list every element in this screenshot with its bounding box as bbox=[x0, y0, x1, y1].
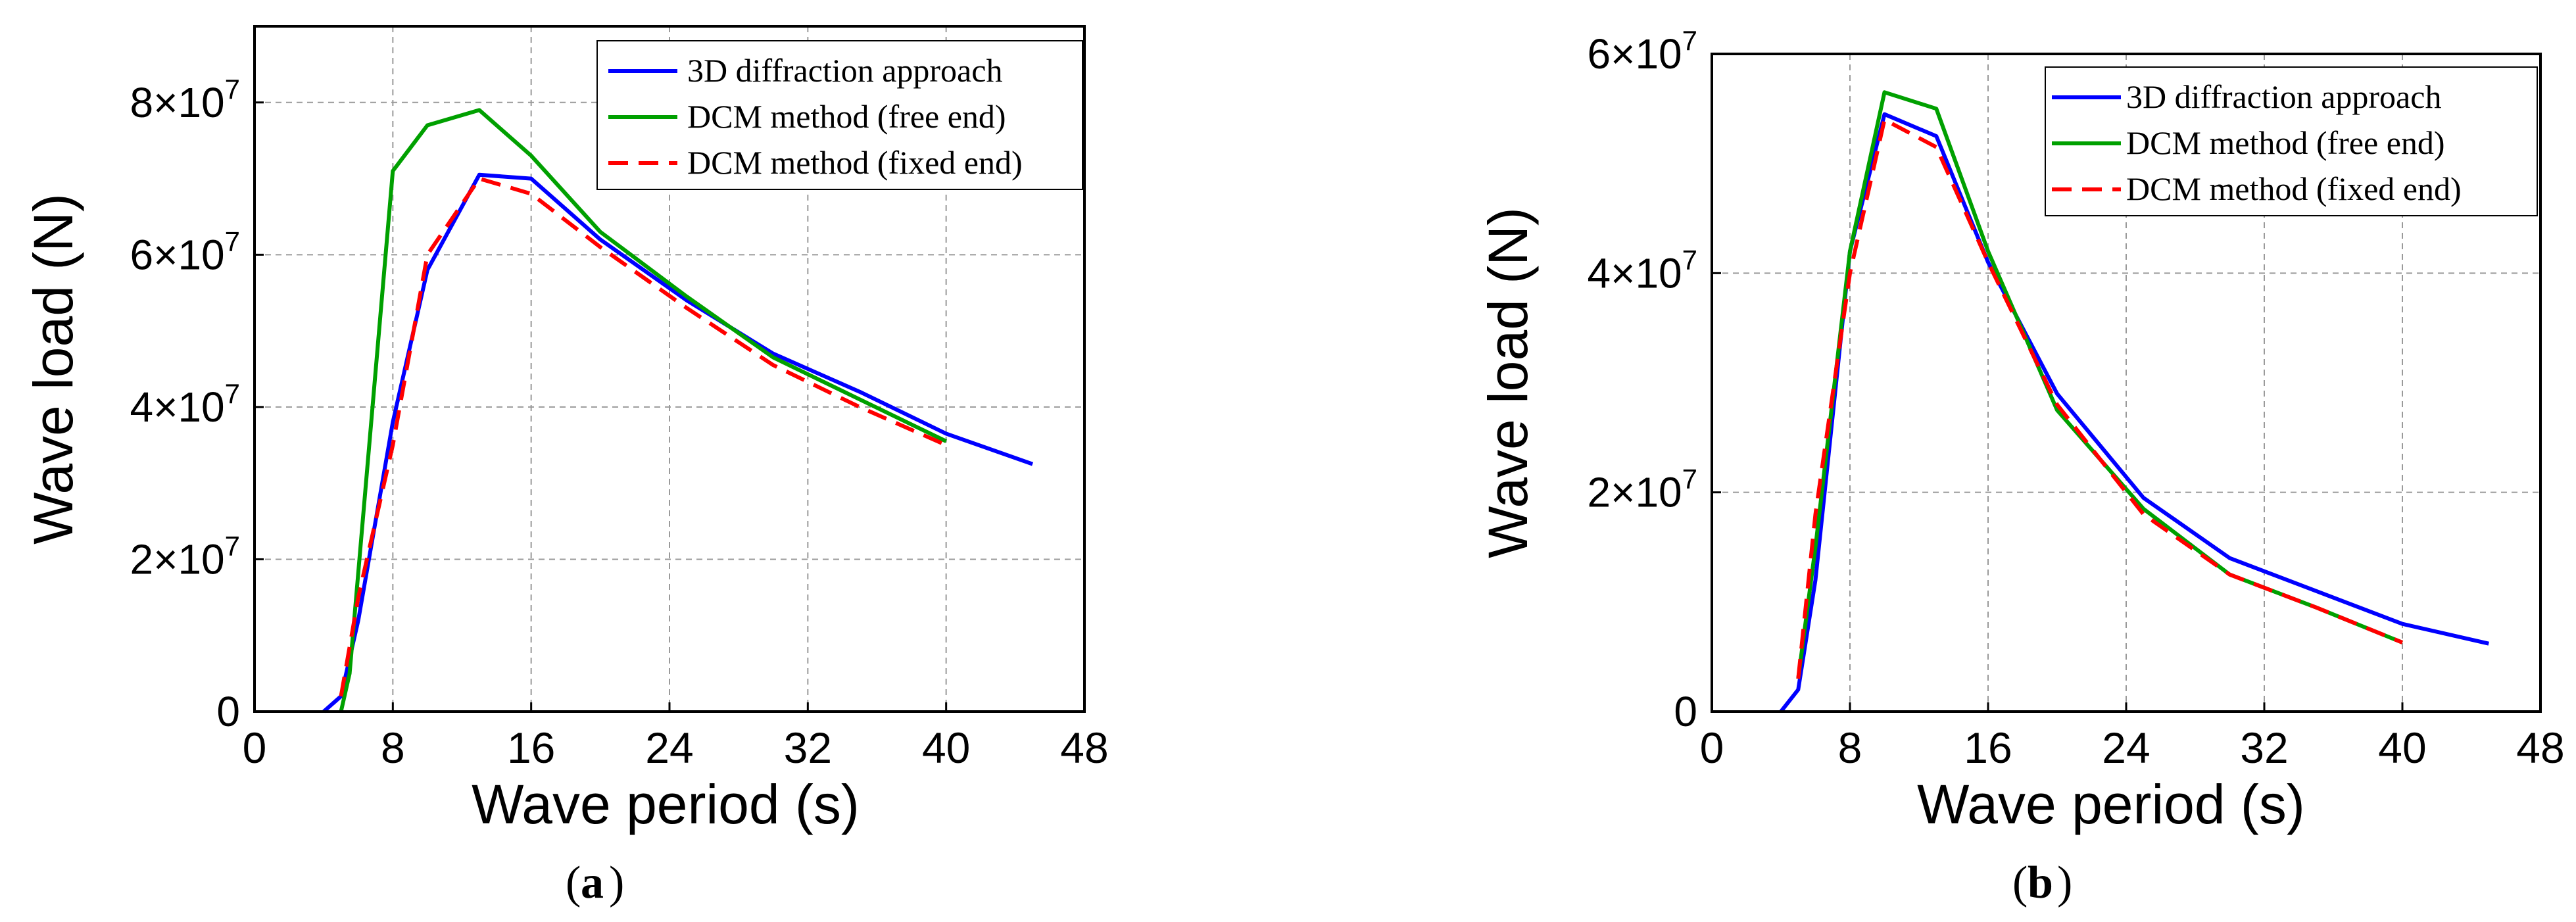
caption-letter: a bbox=[581, 858, 604, 908]
x-tick-label: 8 bbox=[1838, 723, 1862, 772]
caption-letter: b bbox=[2028, 858, 2053, 908]
legend-label-3d-diffraction: 3D diffraction approach bbox=[2126, 78, 2441, 115]
y-tick-label: 6×107 bbox=[130, 226, 240, 278]
x-tick-label: 32 bbox=[2240, 723, 2288, 772]
x-tick-label: 0 bbox=[243, 723, 267, 772]
y-tick-label: 0 bbox=[216, 688, 240, 735]
series-line-dcm-method-fixed-end bbox=[1796, 118, 2404, 679]
y-tick-label: 4×107 bbox=[1587, 244, 1697, 297]
y-axis-label: Wave load (N) bbox=[22, 193, 84, 545]
x-tick-label: 48 bbox=[2516, 723, 2564, 772]
x-axis-label: Wave period (s) bbox=[472, 773, 860, 835]
x-tick-labels: 0 8 16 24 32 40 48 bbox=[1700, 702, 2565, 772]
caption-b: ( b ) bbox=[2012, 858, 2072, 908]
series-line-dcm-method-fixed-end bbox=[339, 176, 947, 697]
legend-label-free-end: DCM method (free end) bbox=[687, 98, 1006, 135]
x-tick-label: 24 bbox=[645, 723, 693, 772]
y-axis-label: Wave load (N) bbox=[1477, 207, 1539, 558]
y-tick-label: 6×107 bbox=[1587, 25, 1697, 78]
legend-box bbox=[2045, 66, 2538, 216]
legend-label-free-end: DCM method (free end) bbox=[2126, 124, 2445, 161]
x-tick-label: 40 bbox=[922, 723, 970, 772]
chart-panel-a: 0 8 16 24 32 40 48 0 2×107 4×107 6×107 8×107 Wave … bbox=[22, 25, 1109, 908]
y-tick-label: 4×107 bbox=[130, 378, 240, 431]
legend-label-3d-diffraction: 3D diffraction approach bbox=[687, 52, 1002, 89]
x-tick-label: 16 bbox=[507, 723, 555, 772]
y-tick-label: 0 bbox=[1674, 688, 1697, 735]
x-axis-label: Wave period (s) bbox=[1917, 773, 2305, 835]
y-tick-label: 2×107 bbox=[1587, 464, 1697, 516]
y-tick-labels: 0 2×107 4×107 6×107 bbox=[1587, 25, 1721, 735]
series-lines bbox=[322, 108, 1034, 714]
y-tick-label: 2×107 bbox=[130, 530, 240, 583]
legend: 3D diffraction approach DCM method (free… bbox=[2045, 66, 2538, 216]
legend-box bbox=[596, 40, 1083, 190]
legend-label-fixed-end: DCM method (fixed end) bbox=[2126, 170, 2462, 207]
y-tick-labels: 0 2×107 4×107 6×107 8×107 bbox=[130, 74, 264, 735]
svg-text:): ) bbox=[2057, 858, 2072, 908]
svg-text:): ) bbox=[609, 858, 624, 908]
series-line-3d-diffraction-approach bbox=[322, 172, 1034, 714]
x-tick-label: 16 bbox=[1964, 723, 2012, 772]
series-line-3d-diffraction-approach bbox=[1779, 112, 2489, 713]
chart-panel-b: 0 8 16 24 32 40 48 0 2×107 4×107 6×107 Wave perio… bbox=[1477, 25, 2565, 908]
x-tick-label: 8 bbox=[381, 723, 405, 772]
x-tick-label: 0 bbox=[1700, 723, 1724, 772]
x-tick-labels: 0 8 16 24 32 40 48 bbox=[243, 702, 1109, 772]
caption-a: ( a ) bbox=[566, 858, 624, 908]
svg-text:(: ( bbox=[566, 858, 581, 908]
svg-text:(: ( bbox=[2012, 858, 2028, 908]
legend: 3D diffraction approach DCM method (free… bbox=[596, 40, 1083, 190]
series-line-dcm-method-free-end bbox=[339, 108, 948, 712]
series-lines bbox=[1779, 90, 2489, 713]
x-tick-label: 40 bbox=[2378, 723, 2426, 772]
y-tick-label: 8×107 bbox=[130, 74, 240, 126]
x-tick-label: 32 bbox=[784, 723, 832, 772]
x-tick-label: 24 bbox=[2102, 723, 2150, 772]
x-tick-label: 48 bbox=[1060, 723, 1108, 772]
legend-label-fixed-end: DCM method (fixed end) bbox=[687, 144, 1023, 181]
